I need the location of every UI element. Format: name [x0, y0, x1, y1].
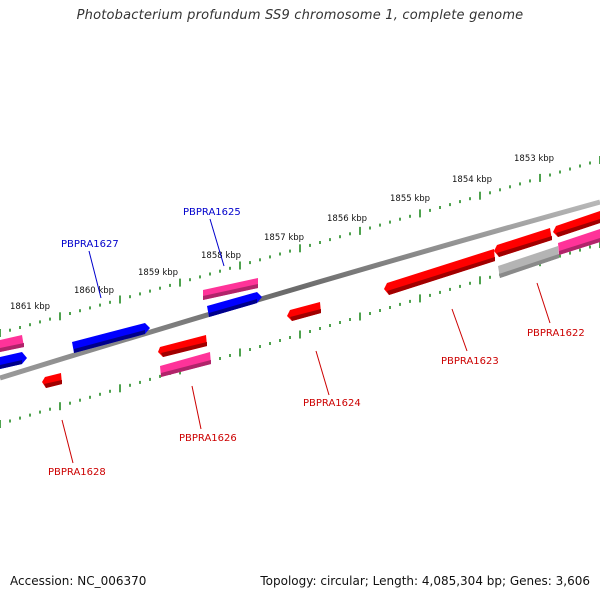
chromosome-backbone [0, 199, 600, 381]
kbp-scale: 1853 kbp 1854 kbp 1855 kbp 1856 kbp 1857… [10, 154, 554, 312]
gene-label-PBPRA1622[interactable]: PBPRA1622 [527, 328, 585, 339]
gene-label-PBPRA1625[interactable]: PBPRA1625 [183, 207, 241, 218]
accession-text: Accession: NC_006370 [10, 574, 147, 588]
gene-feature-PBPRA1626-pink[interactable] [160, 352, 211, 377]
kbp-label-1860: 1860 kbp [74, 286, 114, 296]
kbp-label-1854: 1854 kbp [452, 175, 492, 185]
map-title: Photobacterium profundum SS9 chromosome … [76, 8, 524, 23]
gene-label-PBPRA1626[interactable]: PBPRA1626 [179, 433, 237, 444]
gene-label-PBPRA1627[interactable]: PBPRA1627 [61, 239, 119, 250]
kbp-label-1855: 1855 kbp [390, 194, 430, 204]
upper-tick-row [0, 156, 600, 337]
gene-feature-pink-left[interactable] [0, 335, 24, 352]
gene-feature-PBPRA1624[interactable] [287, 302, 321, 321]
gene-feature-blue-PBPRA1627[interactable] [72, 323, 150, 353]
gene-feature-red-right[interactable] [553, 211, 600, 237]
gene-label-PBPRA1623[interactable]: PBPRA1623 [441, 356, 499, 367]
gene-feature-pink-1858[interactable] [203, 278, 258, 300]
gene-feature-pink-right[interactable] [558, 229, 600, 255]
gene-feature-blue-left[interactable] [0, 352, 27, 369]
gene-feature-PBPRA1626-red[interactable] [158, 335, 207, 357]
kbp-label-1861: 1861 kbp [10, 302, 50, 312]
genome-stats-text: Topology: circular; Length: 4,085,304 bp… [260, 574, 590, 588]
kbp-label-1853: 1853 kbp [514, 154, 554, 164]
kbp-label-1859: 1859 kbp [138, 268, 178, 278]
kbp-label-1856: 1856 kbp [327, 214, 367, 224]
gene-label-PBPRA1624[interactable]: PBPRA1624 [303, 398, 361, 409]
gene-label-PBPRA1628[interactable]: PBPRA1628 [48, 467, 106, 478]
gene-feature-PBPRA1622-red[interactable] [494, 228, 552, 257]
leader-lines [61, 218, 551, 464]
gene-feature-blue-PBPRA1625[interactable] [207, 292, 262, 317]
gene-feature-grey[interactable] [498, 246, 559, 278]
gene-feature-PBPRA1623[interactable] [384, 249, 495, 295]
gene-feature-PBPRA1628[interactable] [42, 373, 62, 388]
kbp-label-1857: 1857 kbp [264, 233, 304, 243]
lower-tick-row [0, 240, 600, 428]
